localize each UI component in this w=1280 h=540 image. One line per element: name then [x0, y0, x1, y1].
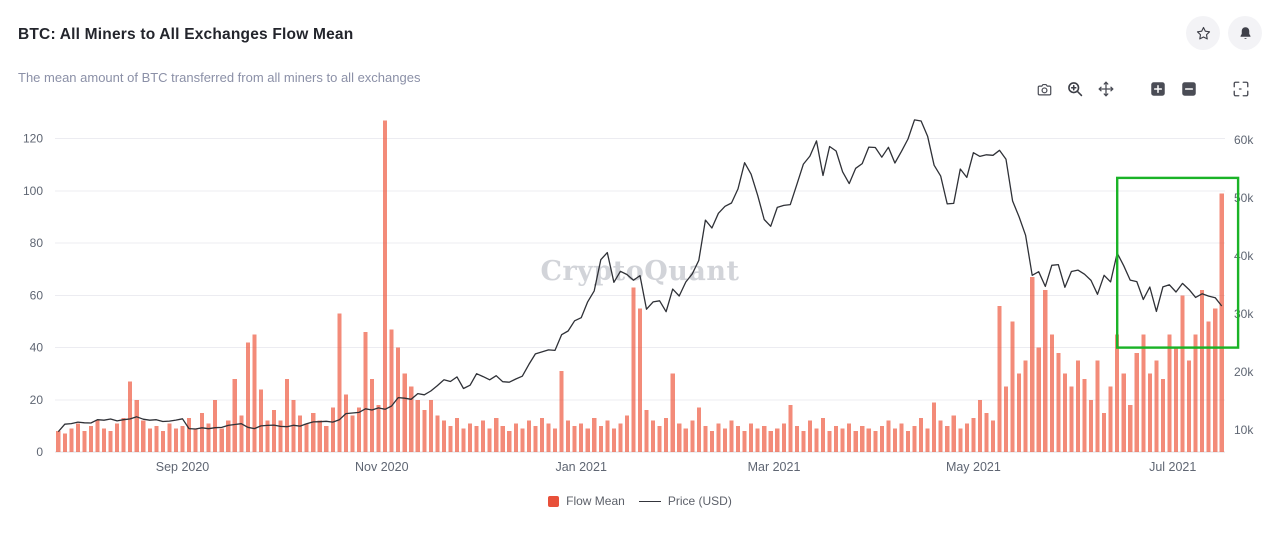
svg-text:80: 80: [30, 236, 44, 250]
reset-zoom-icon: [1233, 81, 1249, 97]
left-axis-labels: 0 20 40 60 80 100 120: [23, 132, 43, 459]
svg-text:100: 100: [23, 184, 43, 198]
star-icon: [1196, 26, 1210, 39]
page-subtitle: The mean amount of BTC transferred from …: [18, 70, 421, 85]
x-axis-labels: Sep 2020 Nov 2020 Jan 2021 Mar 2021 May 2021…: [156, 460, 1197, 474]
legend-item-flow-mean[interactable]: Flow Mean: [548, 494, 625, 508]
zoom-in-button[interactable]: [1149, 80, 1167, 98]
price-line-swatch: [638, 500, 661, 502]
price-label: Price (USD): [667, 494, 732, 508]
svg-text:60k: 60k: [1234, 133, 1254, 147]
zoom-out-button[interactable]: [1180, 80, 1198, 98]
watermark: CryptoQuant: [540, 256, 740, 287]
zoom-mode-button[interactable]: [1066, 80, 1084, 98]
flow-mean-swatch: [548, 495, 560, 507]
svg-text:20k: 20k: [1234, 365, 1254, 379]
notifications-button[interactable]: [1228, 16, 1262, 50]
svg-text:20: 20: [30, 393, 44, 407]
svg-text:Sep 2020: Sep 2020: [156, 460, 210, 474]
annotation-box[interactable]: [1115, 176, 1240, 349]
svg-text:120: 120: [23, 132, 43, 146]
screenshot-button[interactable]: [1036, 81, 1053, 98]
svg-text:40: 40: [30, 341, 44, 355]
bell-icon: [1240, 26, 1250, 39]
pan-move-icon: [1098, 81, 1114, 97]
camera-icon: [1037, 83, 1052, 95]
zoom-magnifier-icon: [1068, 82, 1083, 97]
page-title: BTC: All Miners to All Exchanges Flow Me…: [18, 26, 354, 44]
svg-text:Jan 2021: Jan 2021: [555, 460, 606, 474]
svg-text:0: 0: [36, 445, 43, 459]
svg-text:May 2021: May 2021: [946, 460, 1001, 474]
svg-text:Jul 2021: Jul 2021: [1149, 460, 1196, 474]
price-line[interactable]: [57, 119, 1223, 433]
svg-text:Nov 2020: Nov 2020: [355, 460, 409, 474]
svg-text:60: 60: [30, 288, 44, 302]
zoom-out-icon: [1182, 82, 1196, 96]
header-actions: [1186, 16, 1262, 50]
svg-text:Mar 2021: Mar 2021: [748, 460, 801, 474]
reset-zoom-button[interactable]: [1232, 80, 1250, 98]
legend-item-price[interactable]: Price (USD): [638, 494, 732, 508]
flow-mean-label: Flow Mean: [566, 494, 625, 508]
flow-mean-bars[interactable]: [56, 120, 1224, 453]
chart-toolbar: [1036, 80, 1250, 98]
favorite-button[interactable]: [1186, 16, 1220, 50]
chart-legend: Flow Mean Price (USD): [0, 494, 1280, 508]
svg-text:10k: 10k: [1234, 423, 1254, 437]
zoom-in-icon: [1151, 82, 1165, 96]
pan-mode-button[interactable]: [1097, 80, 1115, 98]
